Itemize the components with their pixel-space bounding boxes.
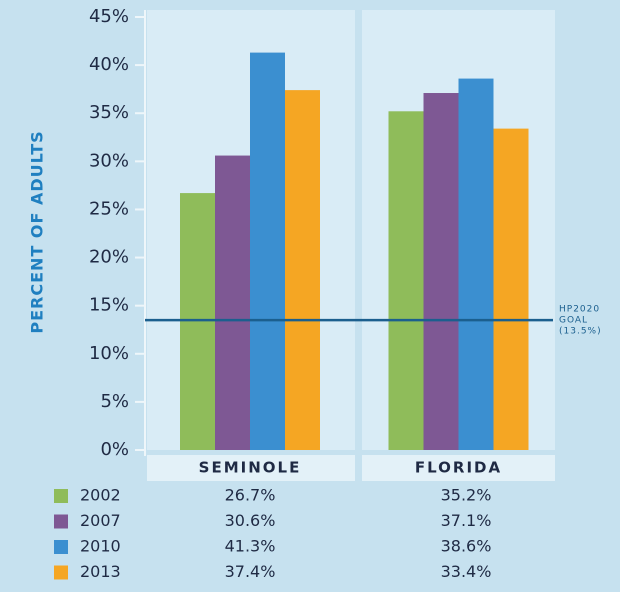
y-tick-label: 15%: [89, 295, 129, 316]
bar: [285, 90, 320, 450]
data-label: 35.2%: [441, 486, 492, 505]
bar: [388, 111, 424, 450]
y-tick-label: 30%: [89, 150, 129, 171]
goal-annotation: HP2020: [559, 305, 600, 315]
category-label-band: [147, 455, 355, 481]
data-label: 26.7%: [225, 486, 276, 505]
bar: [215, 155, 250, 450]
goal-annotation: (13.5%): [559, 327, 602, 337]
data-label: 37.1%: [441, 511, 492, 530]
y-axis-label: PERCENT OF ADULTS: [28, 130, 47, 333]
y-tick-label: 5%: [100, 391, 129, 412]
bar: [493, 128, 529, 450]
legend-swatch: [54, 540, 68, 554]
y-tick-label: 0%: [100, 439, 129, 460]
legend-swatch: [54, 489, 68, 503]
goal-annotation: GOAL: [559, 316, 588, 326]
legend-label: 2010: [80, 537, 121, 556]
legend-label: 2007: [80, 511, 121, 530]
y-tick-label: 40%: [89, 54, 129, 75]
data-label: 38.6%: [441, 537, 492, 556]
legend-swatch: [54, 514, 68, 529]
x-tick-label: FLORIDA: [415, 459, 502, 477]
bar: [180, 193, 215, 450]
y-tick-label: 10%: [89, 343, 129, 364]
data-label: 37.4%: [225, 562, 276, 581]
y-tick-label: 20%: [89, 247, 129, 268]
y-tick-label: 45%: [89, 6, 129, 27]
category-label-band: [362, 455, 555, 481]
data-label: 33.4%: [441, 562, 492, 581]
data-label: 41.3%: [225, 537, 276, 556]
data-label: 30.6%: [225, 511, 276, 530]
bar: [423, 93, 459, 450]
bar: [250, 52, 285, 450]
x-tick-label: SEMINOLE: [199, 459, 302, 477]
legend-label: 2013: [80, 562, 121, 581]
legend-label: 2002: [80, 486, 121, 505]
bar: [458, 78, 494, 451]
y-tick-label: 25%: [89, 198, 129, 219]
legend-swatch: [54, 565, 68, 580]
y-tick-label: 35%: [89, 102, 129, 123]
